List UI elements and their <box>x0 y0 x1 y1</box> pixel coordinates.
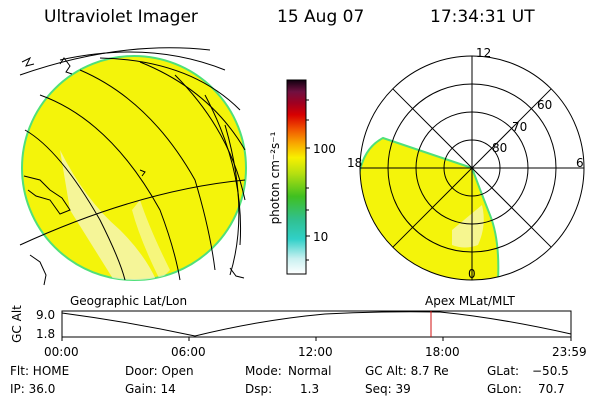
app-title: Ultraviolet Imager <box>44 7 198 27</box>
date-label: 15 Aug 07 <box>277 7 365 27</box>
geographic-image <box>19 47 247 286</box>
status-gain: Gain: 14 <box>125 382 176 396</box>
apex-label: Apex MLat/MLT <box>425 294 515 308</box>
timeline-xtick-1200: 12:00 <box>298 345 333 359</box>
mlt-label-0: 0 <box>468 267 476 281</box>
lat-label-70: 70 <box>512 120 528 134</box>
timeline-xtick-0000: 00:00 <box>44 345 79 359</box>
status-glon-label: GLon: <box>487 382 522 396</box>
status-ip: IP: 36.0 <box>10 382 56 396</box>
status-flt: Flt: HOME <box>10 364 70 378</box>
status-mode-label: Mode: <box>245 364 282 378</box>
lat-label-60: 60 <box>537 98 553 112</box>
status-seq: Seq: 39 <box>365 382 411 396</box>
status-glat-value: −50.5 <box>532 364 569 378</box>
status-gc-alt: GC Alt: 8.7 Re <box>365 364 449 378</box>
status-door: Door: Open <box>125 364 194 378</box>
colorbar-tick-10: 10 <box>313 230 329 244</box>
orbit-timeline <box>61 310 572 341</box>
mlt-label-12: 12 <box>476 46 492 60</box>
status-dsp-value: 1.3 <box>300 382 320 396</box>
status-dsp-label: Dsp: <box>245 382 273 396</box>
status-mode-value: Normal <box>288 364 332 378</box>
lat-label-80: 80 <box>492 141 508 155</box>
timeline-axis-label: GC Alt <box>10 305 24 343</box>
timeline-xtick-2359: 23:59 <box>552 345 587 359</box>
geographic-label: Geographic Lat/Lon <box>70 294 188 308</box>
mlt-label-18: 18 <box>347 156 363 170</box>
status-glat-label: GLat: <box>487 364 520 378</box>
colorbar-unit-label: photon cm⁻²s⁻¹ <box>268 131 282 225</box>
time-label: 17:34:31 UT <box>430 7 535 27</box>
colorbar <box>286 79 310 275</box>
status-glon-value: 70.7 <box>538 382 565 396</box>
timeline-ytick-bottom: 1.8 <box>36 327 56 341</box>
timeline-xtick-0600: 06:00 <box>171 345 206 359</box>
polar-plot <box>359 55 585 281</box>
timeline-ytick-top: 9.0 <box>36 308 56 322</box>
mlt-label-6: 6 <box>576 156 584 170</box>
colorbar-tick-100: 100 <box>313 142 336 156</box>
timeline-xtick-1800: 18:00 <box>425 345 460 359</box>
